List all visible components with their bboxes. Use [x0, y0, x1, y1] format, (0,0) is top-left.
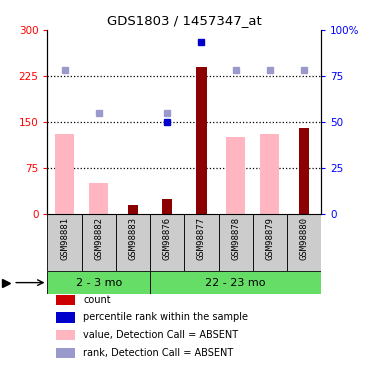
Bar: [55, 295, 75, 305]
Bar: [219, 214, 253, 272]
Bar: [55, 312, 75, 322]
Bar: [128, 205, 138, 214]
Text: count: count: [83, 295, 111, 305]
Text: GSM98883: GSM98883: [128, 217, 138, 260]
Bar: [162, 199, 172, 214]
Text: rank, Detection Call = ABSENT: rank, Detection Call = ABSENT: [83, 348, 233, 358]
Bar: [196, 67, 207, 214]
Bar: [47, 272, 150, 294]
Bar: [89, 183, 108, 214]
Bar: [55, 134, 74, 214]
Bar: [55, 348, 75, 358]
Title: GDS1803 / 1457347_at: GDS1803 / 1457347_at: [107, 15, 262, 27]
Text: GSM98880: GSM98880: [300, 217, 308, 260]
Text: 2 - 3 mo: 2 - 3 mo: [76, 278, 122, 288]
Bar: [116, 214, 150, 272]
Bar: [82, 214, 116, 272]
Text: GSM98876: GSM98876: [163, 217, 172, 260]
Bar: [55, 330, 75, 340]
Text: GSM98877: GSM98877: [197, 217, 206, 260]
Bar: [150, 214, 184, 272]
Bar: [184, 214, 219, 272]
Text: percentile rank within the sample: percentile rank within the sample: [83, 312, 248, 322]
Text: value, Detection Call = ABSENT: value, Detection Call = ABSENT: [83, 330, 238, 340]
Text: GSM98882: GSM98882: [94, 217, 103, 260]
Text: 22 - 23 mo: 22 - 23 mo: [205, 278, 266, 288]
Bar: [299, 128, 309, 214]
Text: GSM98879: GSM98879: [265, 217, 274, 260]
Bar: [226, 137, 245, 214]
Bar: [47, 214, 82, 272]
Bar: [261, 134, 279, 214]
Bar: [287, 214, 321, 272]
Text: GSM98878: GSM98878: [231, 217, 240, 260]
Bar: [253, 214, 287, 272]
Text: GSM98881: GSM98881: [60, 217, 69, 260]
Bar: [150, 272, 321, 294]
